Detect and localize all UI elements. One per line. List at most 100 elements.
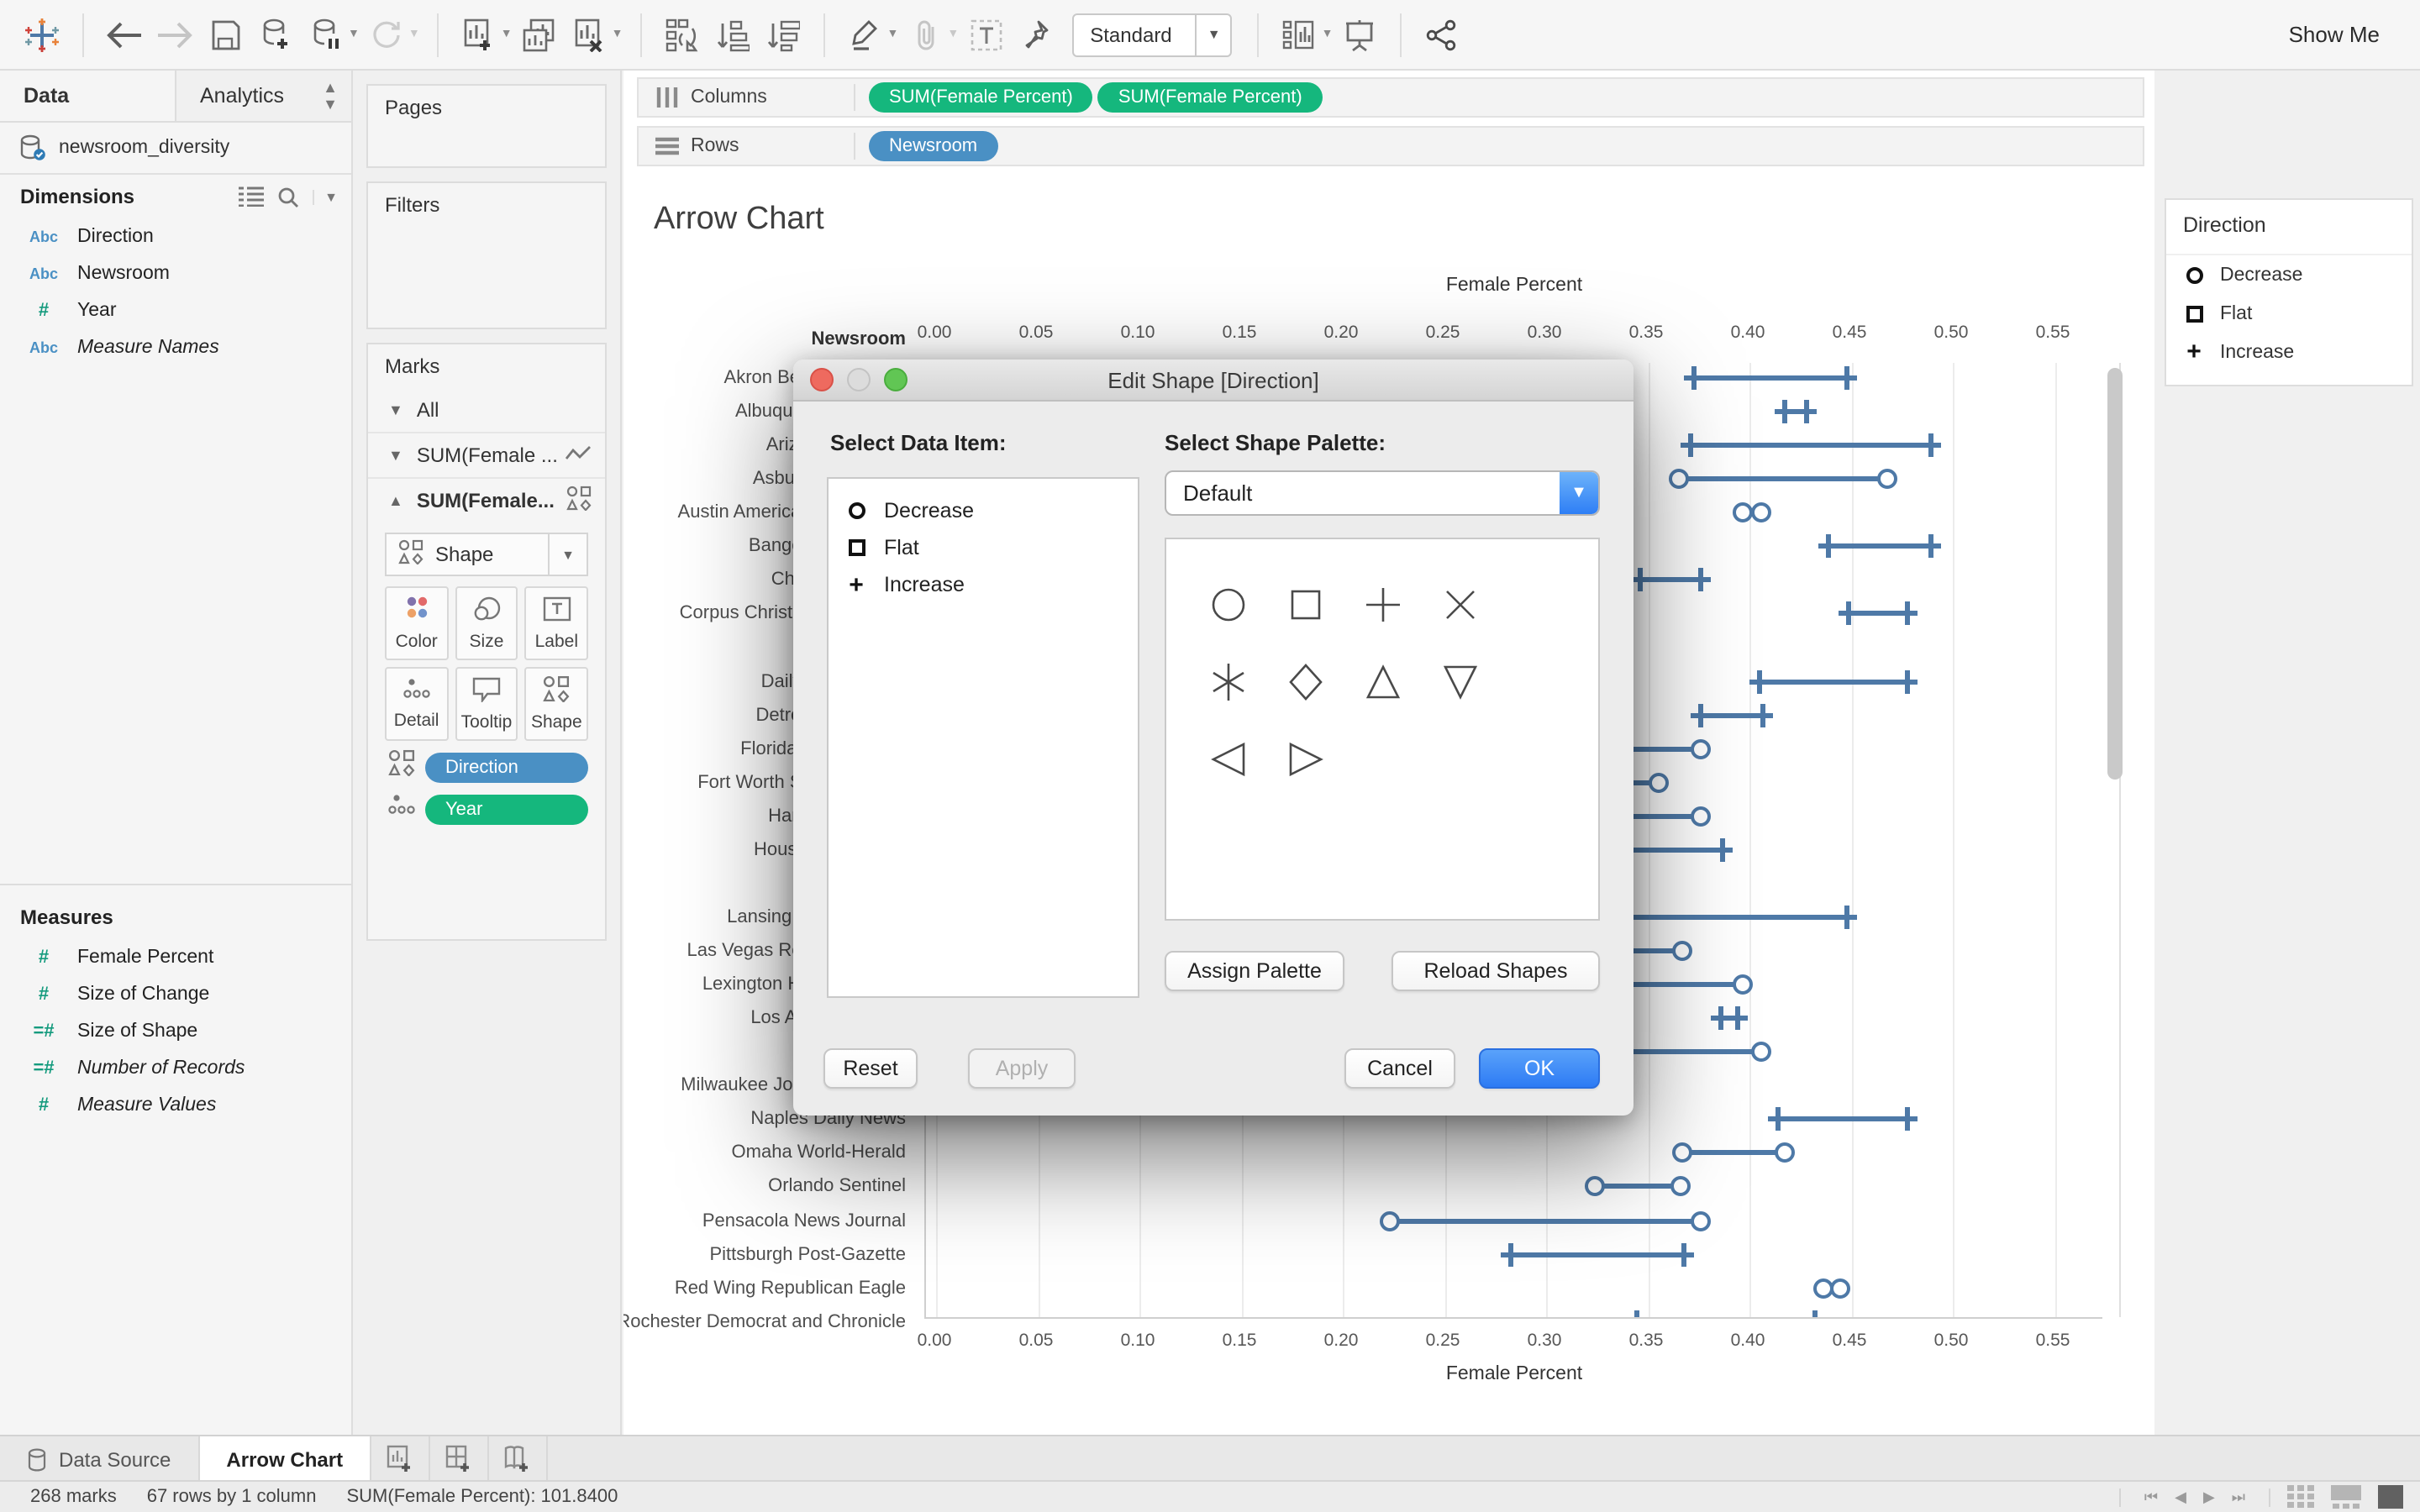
refresh-caret-icon[interactable]: ▼ — [408, 29, 420, 40]
row-label[interactable]: Omaha World-Herald — [731, 1142, 906, 1163]
pane-divider[interactable] — [0, 884, 351, 885]
decrease-mark-icon[interactable] — [1379, 1210, 1400, 1231]
pause-updates-caret-icon[interactable]: ▼ — [348, 29, 360, 40]
tab-data[interactable]: Data — [0, 71, 176, 121]
palette-shape-square[interactable] — [1267, 566, 1344, 643]
dialog-data-item-increase[interactable]: + Increase — [829, 566, 1138, 603]
mark-line[interactable] — [1597, 914, 1858, 920]
increase-mark-icon[interactable] — [1844, 366, 1850, 390]
mark-line[interactable] — [1767, 1116, 1918, 1122]
refresh-icon[interactable] — [365, 13, 408, 56]
clear-sheet-icon[interactable] — [568, 13, 612, 56]
dialog-minimize-icon[interactable] — [847, 368, 871, 391]
increase-mark-icon[interactable] — [1691, 366, 1697, 390]
increase-mark-icon[interactable] — [1928, 534, 1933, 559]
new-worksheet-tab-button[interactable] — [371, 1436, 431, 1482]
increase-mark-icon[interactable] — [1637, 568, 1643, 592]
first-sheet-icon[interactable]: ⏮ — [2144, 1488, 2159, 1504]
presentation-mode-icon[interactable] — [1339, 13, 1382, 56]
new-story-tab-button[interactable] — [489, 1436, 549, 1482]
palette-shape-triangle-left[interactable] — [1190, 721, 1267, 798]
mark-line[interactable] — [1629, 577, 1711, 583]
field-item[interactable]: # Year — [0, 292, 351, 329]
palette-shape-triangle-down[interactable] — [1422, 643, 1499, 721]
decrease-mark-icon[interactable] — [1690, 738, 1711, 759]
chevron-down-icon[interactable]: ▼ — [388, 447, 403, 464]
decrease-mark-icon[interactable] — [1812, 1278, 1833, 1299]
cancel-button[interactable]: Cancel — [1344, 1048, 1455, 1089]
highlight-caret-icon[interactable]: ▼ — [886, 29, 899, 40]
apply-button[interactable]: Apply — [968, 1048, 1076, 1089]
decrease-mark-icon[interactable] — [1670, 1176, 1691, 1197]
sheet-tab-arrow-chart[interactable]: Arrow Chart — [199, 1436, 372, 1482]
show-me-button[interactable]: Show Me — [2247, 21, 2403, 48]
chevron-down-icon[interactable]: ▼ — [388, 402, 403, 418]
mark-line[interactable] — [1574, 982, 1736, 988]
marks-card-row[interactable]: ▼ All — [368, 388, 605, 432]
field-item[interactable]: =# Size of Shape — [0, 1013, 351, 1050]
pin-icon[interactable] — [1014, 13, 1058, 56]
reset-button[interactable]: Reset — [823, 1048, 918, 1089]
pane-sort-icon[interactable]: ▲ ▼ — [323, 79, 338, 113]
legend-item-decrease[interactable]: Decrease — [2166, 255, 2412, 294]
columns-shelf[interactable]: Columns SUM(Female Percent) SUM(Female Pe… — [637, 77, 2144, 118]
pill-direction[interactable]: Direction — [425, 752, 588, 782]
increase-mark-icon[interactable] — [1846, 601, 1852, 626]
assign-palette-button[interactable]: Assign Palette — [1165, 951, 1344, 991]
field-item[interactable]: Abc Direction — [0, 218, 351, 255]
last-sheet-icon[interactable]: ⏭ — [2231, 1488, 2245, 1504]
field-item[interactable]: =# Number of Records — [0, 1050, 351, 1087]
shape-button[interactable]: Shape — [524, 667, 588, 741]
mark-type-select[interactable]: Shape ▼ — [385, 533, 588, 576]
field-item[interactable]: Abc Measure Names — [0, 329, 351, 366]
increase-mark-icon[interactable] — [1826, 534, 1832, 559]
save-icon[interactable] — [203, 13, 247, 56]
attach-icon[interactable] — [903, 13, 947, 56]
share-icon[interactable] — [1421, 13, 1465, 56]
mark-line[interactable] — [1686, 476, 1881, 482]
mark-line[interactable] — [1574, 813, 1693, 819]
size-button[interactable]: Size — [455, 586, 518, 660]
decrease-mark-icon[interactable] — [1830, 1278, 1851, 1299]
tab-analytics[interactable]: Analytics ▲ ▼ — [200, 79, 338, 113]
mark-line[interactable] — [1397, 1218, 1693, 1223]
pause-auto-updates-icon[interactable] — [304, 13, 348, 56]
mark-line[interactable] — [1594, 1049, 1754, 1055]
marks-card-row[interactable]: ▼ SUM(Female ... — [368, 432, 605, 477]
redo-forward-icon[interactable] — [153, 13, 197, 56]
columns-shelf-pill[interactable]: SUM(Female Percent) — [869, 82, 1093, 113]
row-label[interactable]: Red Wing Republican Eagle — [674, 1278, 906, 1299]
decrease-mark-icon[interactable] — [1751, 502, 1772, 523]
decrease-mark-icon[interactable] — [1672, 941, 1693, 962]
detail-button[interactable]: Detail — [385, 667, 449, 741]
clear-sheet-caret-icon[interactable]: ▼ — [611, 29, 623, 40]
new-data-source-icon[interactable] — [254, 13, 297, 56]
dialog-data-item-decrease[interactable]: Decrease — [829, 492, 1138, 529]
chart-vertical-scrollbar[interactable] — [2107, 368, 2123, 780]
sheet-sorter-view-icon[interactable] — [2287, 1485, 2314, 1509]
palette-shape-circle[interactable] — [1190, 566, 1267, 643]
decrease-mark-icon[interactable] — [1733, 974, 1754, 995]
show-hide-cards-caret-icon[interactable]: ▼ — [1321, 29, 1334, 40]
rows-shelf[interactable]: Rows Newsroom — [637, 126, 2144, 166]
reload-shapes-button[interactable]: Reload Shapes — [1392, 951, 1600, 991]
palette-shape-triangle-right[interactable] — [1267, 721, 1344, 798]
label-button[interactable]: Label — [524, 586, 588, 660]
marks-card-row[interactable]: ▲ SUM(Female... — [368, 477, 605, 522]
field-item[interactable]: # Size of Change — [0, 976, 351, 1013]
decrease-mark-icon[interactable] — [1774, 1142, 1795, 1163]
increase-mark-icon[interactable] — [1781, 400, 1787, 424]
next-sheet-icon[interactable]: ▶ — [2202, 1488, 2215, 1504]
search-icon[interactable] — [277, 186, 299, 207]
palette-shape-triangle-up[interactable] — [1344, 643, 1422, 721]
pages-card[interactable]: Pages — [366, 84, 607, 168]
increase-mark-icon[interactable] — [1697, 568, 1703, 592]
legend-item-increase[interactable]: + Increase — [2166, 333, 2412, 371]
data-source-item[interactable]: newsroom_diversity — [0, 123, 351, 175]
decrease-mark-icon[interactable] — [1690, 806, 1711, 827]
tableau-logo-icon[interactable] — [20, 13, 64, 56]
columns-shelf-pill[interactable]: SUM(Female Percent) — [1097, 82, 1323, 113]
mark-type-caret-icon[interactable]: ▼ — [548, 534, 587, 575]
dialog-data-item-flat[interactable]: Flat — [829, 529, 1138, 566]
row-label[interactable]: Pensacola News Journal — [702, 1210, 906, 1231]
